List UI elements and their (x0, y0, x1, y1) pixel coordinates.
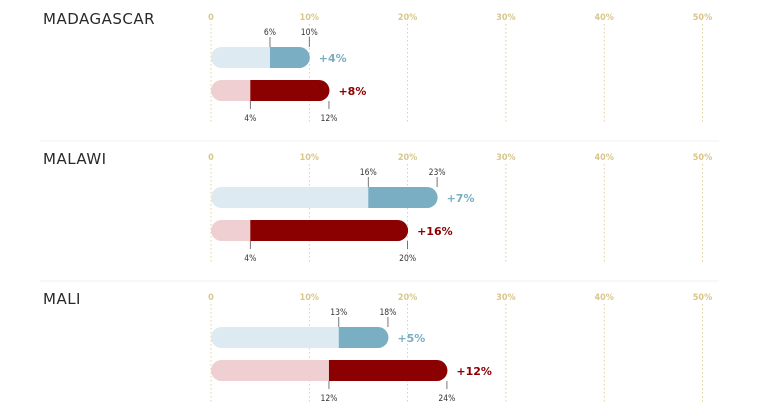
value-label: 13% (330, 308, 347, 318)
value-label: 24% (438, 394, 455, 404)
value-label: 20% (399, 254, 416, 264)
delta-label-blue: +4% (319, 52, 347, 65)
tick-label: 20% (398, 153, 417, 163)
tick-label: 30% (496, 153, 515, 163)
value-label: 4% (244, 114, 256, 124)
delta-label-red: +12% (456, 365, 492, 378)
tick-label: 40% (595, 293, 614, 303)
tick-label: 50% (693, 293, 712, 303)
value-label: 6% (264, 28, 276, 38)
tick-label: 30% (496, 293, 515, 303)
country-label: MALI (43, 290, 81, 308)
bar-blue-fill (269, 47, 310, 68)
value-label: 23% (429, 168, 446, 178)
tick-label: 20% (398, 293, 417, 303)
value-label: 18% (379, 308, 396, 318)
value-label: 16% (360, 168, 377, 178)
tick-label: 0 (208, 153, 214, 163)
bar-red-fill (250, 220, 409, 241)
bar-red-fill (328, 360, 448, 381)
tick-label: 50% (693, 153, 712, 163)
tick-label: 0 (208, 293, 214, 303)
delta-label-red: +8% (338, 85, 366, 98)
value-label: 10% (301, 28, 318, 38)
tick-label: 30% (496, 13, 515, 23)
tick-label: 40% (595, 13, 614, 23)
country-label: MALAWI (43, 150, 107, 168)
delta-label-red: +16% (417, 225, 453, 238)
delta-label-blue: +7% (447, 192, 475, 205)
value-label: 12% (320, 114, 337, 124)
delta-label-blue: +5% (397, 332, 425, 345)
tick-label: 0 (208, 13, 214, 23)
tick-label: 10% (300, 293, 319, 303)
value-label: 4% (244, 254, 256, 264)
tick-label: 40% (595, 153, 614, 163)
value-label: 12% (320, 394, 337, 404)
bar-blue-fill (368, 187, 438, 208)
bar-red-fill (250, 80, 330, 101)
bar-blue-fill (338, 327, 389, 348)
tick-label: 10% (300, 153, 319, 163)
tick-label: 20% (398, 13, 417, 23)
tick-label: 10% (300, 13, 319, 23)
country-label: MADAGASCAR (43, 10, 155, 28)
tick-label: 50% (693, 13, 712, 23)
